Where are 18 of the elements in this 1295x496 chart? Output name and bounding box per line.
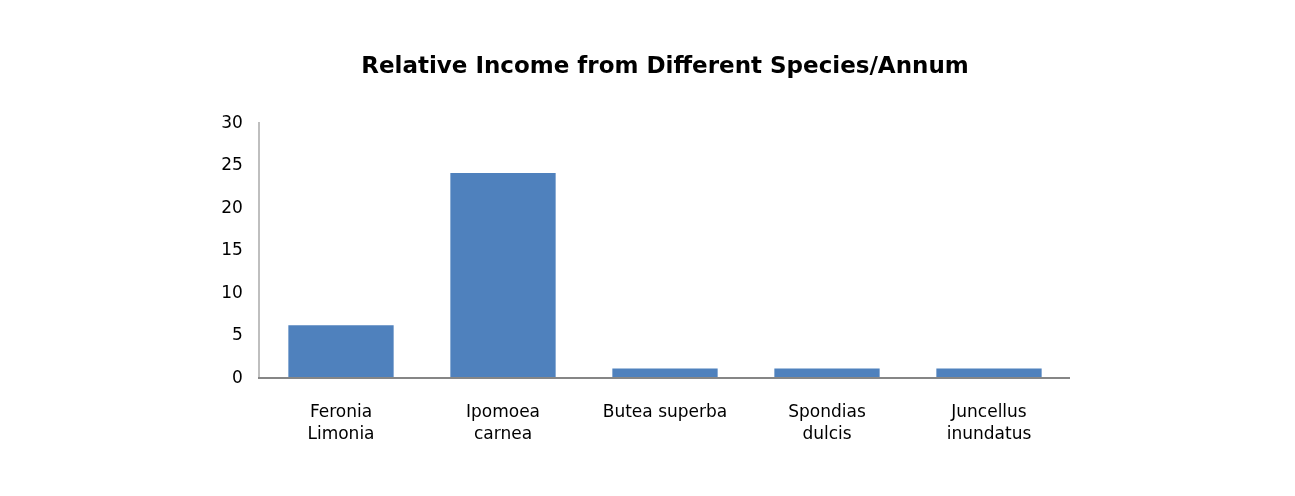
y-tick-label: 20 xyxy=(221,196,243,217)
bar xyxy=(612,368,718,377)
bar xyxy=(288,325,394,377)
y-tick-label: 15 xyxy=(221,239,243,260)
x-tick-label: Ipomoea carnea xyxy=(465,401,541,444)
bar xyxy=(774,368,880,377)
x-tick-label: Feronia Limonia xyxy=(307,401,375,444)
y-tick-label: 30 xyxy=(221,111,243,132)
chart-title: Relative Income from Different Species/Annum xyxy=(361,51,969,78)
y-tick-label: 10 xyxy=(221,281,243,302)
bar xyxy=(936,368,1042,377)
y-tick-label: 0 xyxy=(232,366,243,387)
y-tick-label: 25 xyxy=(221,154,243,175)
y-tick-label: 5 xyxy=(232,324,243,345)
x-tick-label: Butea superba xyxy=(602,401,728,422)
x-tick-label: Juncellus inundatus xyxy=(946,401,1032,444)
bar xyxy=(450,173,556,377)
x-tick-label: Spondias dulcis xyxy=(788,401,866,444)
